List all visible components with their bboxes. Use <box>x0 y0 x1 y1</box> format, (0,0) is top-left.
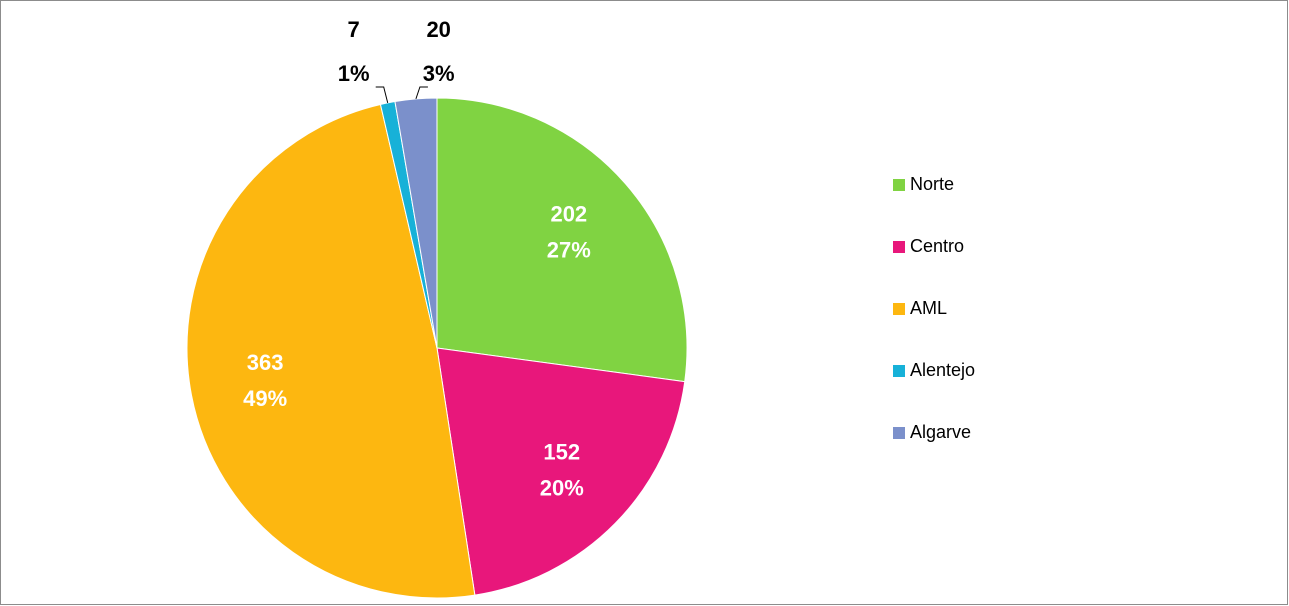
legend-swatch <box>893 241 905 253</box>
legend-label: Centro <box>910 236 964 256</box>
data-label-percent: 20% <box>540 476 584 501</box>
legend-label: Norte <box>910 174 954 194</box>
legend-swatch <box>893 427 905 439</box>
legend-swatch <box>893 365 905 377</box>
data-label: 20 <box>426 17 450 42</box>
data-label: 202 <box>550 202 587 227</box>
data-label-percent: 49% <box>243 386 287 411</box>
pie-slice <box>436 97 688 383</box>
data-label: 152 <box>543 440 580 465</box>
leader-line <box>375 86 389 104</box>
pie-slice <box>394 97 438 349</box>
pie-slice <box>436 347 686 596</box>
legend-label: Alentejo <box>910 360 975 380</box>
pie-slice <box>186 103 476 599</box>
data-label: 7 <box>348 17 360 42</box>
data-label-percent: 3% <box>423 61 455 86</box>
data-label: 363 <box>247 350 284 375</box>
legend-label: Algarve <box>910 422 971 442</box>
legend-swatch <box>893 179 905 191</box>
leader-line <box>415 86 428 100</box>
data-label-percent: 27% <box>547 238 591 263</box>
legend-swatch <box>893 303 905 315</box>
legend-label: AML <box>910 298 947 318</box>
data-label-percent: 1% <box>338 61 370 86</box>
